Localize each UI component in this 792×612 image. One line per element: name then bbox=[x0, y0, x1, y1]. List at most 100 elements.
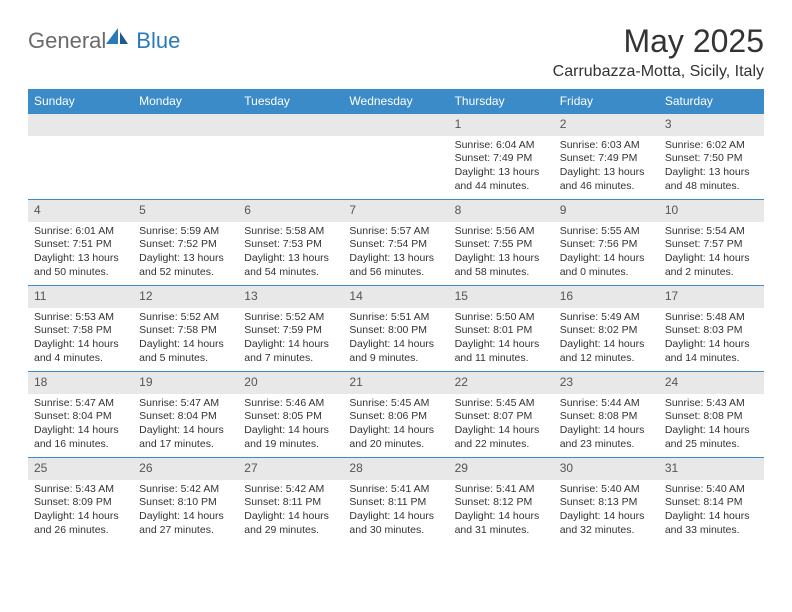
day-number: 1 bbox=[449, 114, 554, 136]
day-line: Sunset: 7:58 PM bbox=[34, 324, 127, 338]
day-cell: 7Sunrise: 5:57 AMSunset: 7:54 PMDaylight… bbox=[343, 200, 448, 286]
day-line: Daylight: 13 hours and 54 minutes. bbox=[244, 252, 337, 279]
day-line: Daylight: 14 hours and 32 minutes. bbox=[560, 510, 653, 537]
day-content: Sunrise: 5:55 AMSunset: 7:56 PMDaylight:… bbox=[554, 222, 659, 284]
day-line: Sunset: 8:03 PM bbox=[665, 324, 758, 338]
week-row: 18Sunrise: 5:47 AMSunset: 8:04 PMDayligh… bbox=[28, 372, 764, 458]
day-number: 22 bbox=[449, 372, 554, 394]
day-cell: 29Sunrise: 5:41 AMSunset: 8:12 PMDayligh… bbox=[449, 458, 554, 544]
day-line: Sunrise: 5:47 AM bbox=[139, 397, 232, 411]
day-number: 2 bbox=[554, 114, 659, 136]
day-cell bbox=[238, 114, 343, 200]
day-line: Sunset: 7:49 PM bbox=[560, 152, 653, 166]
day-number: 21 bbox=[343, 372, 448, 394]
page-header: General Blue May 2025 Carrubazza-Motta, … bbox=[28, 24, 764, 81]
day-line: Sunset: 8:08 PM bbox=[665, 410, 758, 424]
day-number: 31 bbox=[659, 458, 764, 480]
day-line: Sunrise: 5:58 AM bbox=[244, 225, 337, 239]
day-cell: 14Sunrise: 5:51 AMSunset: 8:00 PMDayligh… bbox=[343, 286, 448, 372]
day-content: Sunrise: 6:03 AMSunset: 7:49 PMDaylight:… bbox=[554, 136, 659, 198]
day-cell: 20 Sunrise: 5:46 AMSunset: 8:05 PMDayligh… bbox=[238, 372, 343, 458]
day-line: Sunrise: 5:41 AM bbox=[455, 483, 548, 497]
day-content: Sunrise: 5:48 AMSunset: 8:03 PMDaylight:… bbox=[659, 308, 764, 370]
day-line: Sunset: 8:14 PM bbox=[665, 496, 758, 510]
day-line: Sunset: 8:04 PM bbox=[139, 410, 232, 424]
day-line: Sunset: 8:08 PM bbox=[560, 410, 653, 424]
day-header: Friday bbox=[554, 89, 659, 114]
day-content: Sunrise: 5:42 AMSunset: 8:10 PMDaylight:… bbox=[133, 480, 238, 542]
day-number: 11 bbox=[28, 286, 133, 308]
day-line: Sunset: 8:11 PM bbox=[244, 496, 337, 510]
day-line: Sunrise: 5:40 AM bbox=[665, 483, 758, 497]
day-number: 30 bbox=[554, 458, 659, 480]
day-cell: 22Sunrise: 5:45 AMSunset: 8:07 PMDayligh… bbox=[449, 372, 554, 458]
day-line: Daylight: 14 hours and 19 minutes. bbox=[244, 424, 337, 451]
day-line: Sunset: 8:05 PM bbox=[244, 410, 337, 424]
day-content: Sunrise: 5:52 AMSunset: 7:59 PMDaylight:… bbox=[238, 308, 343, 370]
day-header-row: SundayMondayTuesdayWednesdayThursdayFrid… bbox=[28, 89, 764, 114]
day-line: Daylight: 14 hours and 7 minutes. bbox=[244, 338, 337, 365]
day-content: Sunrise: 5:57 AMSunset: 7:54 PMDaylight:… bbox=[343, 222, 448, 284]
day-number: 26 bbox=[133, 458, 238, 480]
day-cell: 9Sunrise: 5:55 AMSunset: 7:56 PMDaylight… bbox=[554, 200, 659, 286]
logo: General Blue bbox=[28, 28, 180, 54]
day-content: Sunrise: 5:52 AMSunset: 7:58 PMDaylight:… bbox=[133, 308, 238, 370]
day-line: Daylight: 13 hours and 50 minutes. bbox=[34, 252, 127, 279]
day-number: 14 bbox=[343, 286, 448, 308]
day-content: Sunrise: 5:59 AMSunset: 7:52 PMDaylight:… bbox=[133, 222, 238, 284]
day-line: Daylight: 14 hours and 29 minutes. bbox=[244, 510, 337, 537]
day-line: Sunrise: 5:41 AM bbox=[349, 483, 442, 497]
day-cell: 8Sunrise: 5:56 AMSunset: 7:55 PMDaylight… bbox=[449, 200, 554, 286]
day-line: Daylight: 14 hours and 20 minutes. bbox=[349, 424, 442, 451]
logo-text-general: General bbox=[28, 28, 106, 54]
day-line: Daylight: 13 hours and 44 minutes. bbox=[455, 166, 548, 193]
day-content: Sunrise: 5:47 AMSunset: 8:04 PMDaylight:… bbox=[28, 394, 133, 456]
logo-sail-icon bbox=[104, 26, 134, 46]
day-line: Sunset: 7:49 PM bbox=[455, 152, 548, 166]
day-line: Sunrise: 5:57 AM bbox=[349, 225, 442, 239]
day-line: Sunset: 7:50 PM bbox=[665, 152, 758, 166]
day-line: Sunrise: 6:02 AM bbox=[665, 139, 758, 153]
day-content: Sunrise: 5:49 AMSunset: 8:02 PMDaylight:… bbox=[554, 308, 659, 370]
day-content: Sunrise: 5:43 AMSunset: 8:09 PMDaylight:… bbox=[28, 480, 133, 542]
day-content: Sunrise: 5:56 AMSunset: 7:55 PMDaylight:… bbox=[449, 222, 554, 284]
day-line: Sunrise: 5:47 AM bbox=[34, 397, 127, 411]
day-number: 7 bbox=[343, 200, 448, 222]
day-number: 23 bbox=[554, 372, 659, 394]
day-content: Sunrise: 6:01 AMSunset: 7:51 PMDaylight:… bbox=[28, 222, 133, 284]
day-line: Sunrise: 6:01 AM bbox=[34, 225, 127, 239]
day-number-empty bbox=[133, 114, 238, 136]
day-cell: 13Sunrise: 5:52 AMSunset: 7:59 PMDayligh… bbox=[238, 286, 343, 372]
day-line: Sunset: 8:11 PM bbox=[349, 496, 442, 510]
day-number: 28 bbox=[343, 458, 448, 480]
day-content: Sunrise: 5:41 AMSunset: 8:12 PMDaylight:… bbox=[449, 480, 554, 542]
day-cell: 1Sunrise: 6:04 AMSunset: 7:49 PMDaylight… bbox=[449, 114, 554, 200]
day-content: Sunrise: 5:51 AMSunset: 8:00 PMDaylight:… bbox=[343, 308, 448, 370]
day-cell: 4Sunrise: 6:01 AMSunset: 7:51 PMDaylight… bbox=[28, 200, 133, 286]
day-content: Sunrise: 5:58 AMSunset: 7:53 PMDaylight:… bbox=[238, 222, 343, 284]
day-number: 27 bbox=[238, 458, 343, 480]
day-line: Daylight: 14 hours and 12 minutes. bbox=[560, 338, 653, 365]
day-content: Sunrise: 5:47 AMSunset: 8:04 PMDaylight:… bbox=[133, 394, 238, 456]
day-line: Daylight: 13 hours and 56 minutes. bbox=[349, 252, 442, 279]
day-content: Sunrise: 5:50 AMSunset: 8:01 PMDaylight:… bbox=[449, 308, 554, 370]
day-line: Sunrise: 5:46 AM bbox=[244, 397, 337, 411]
day-line: Daylight: 14 hours and 11 minutes. bbox=[455, 338, 548, 365]
day-content: Sunrise: 5:41 AMSunset: 8:11 PMDaylight:… bbox=[343, 480, 448, 542]
day-cell: 28Sunrise: 5:41 AMSunset: 8:11 PMDayligh… bbox=[343, 458, 448, 544]
title-block: May 2025 Carrubazza-Motta, Sicily, Italy bbox=[553, 24, 764, 81]
day-content: Sunrise: 6:04 AMSunset: 7:49 PMDaylight:… bbox=[449, 136, 554, 198]
day-number: 15 bbox=[449, 286, 554, 308]
day-content: Sunrise: 5:43 AMSunset: 8:08 PMDaylight:… bbox=[659, 394, 764, 456]
day-content: Sunrise: 5:44 AMSunset: 8:08 PMDaylight:… bbox=[554, 394, 659, 456]
day-line: Sunrise: 6:04 AM bbox=[455, 139, 548, 153]
day-cell: 17Sunrise: 5:48 AMSunset: 8:03 PMDayligh… bbox=[659, 286, 764, 372]
day-line: Sunrise: 5:50 AM bbox=[455, 311, 548, 325]
day-header: Wednesday bbox=[343, 89, 448, 114]
day-number: 8 bbox=[449, 200, 554, 222]
day-number: 20 bbox=[238, 372, 343, 394]
day-content: Sunrise: 5:45 AMSunset: 8:07 PMDaylight:… bbox=[449, 394, 554, 456]
day-line: Sunrise: 5:45 AM bbox=[455, 397, 548, 411]
day-number: 5 bbox=[133, 200, 238, 222]
day-line: Daylight: 14 hours and 0 minutes. bbox=[560, 252, 653, 279]
